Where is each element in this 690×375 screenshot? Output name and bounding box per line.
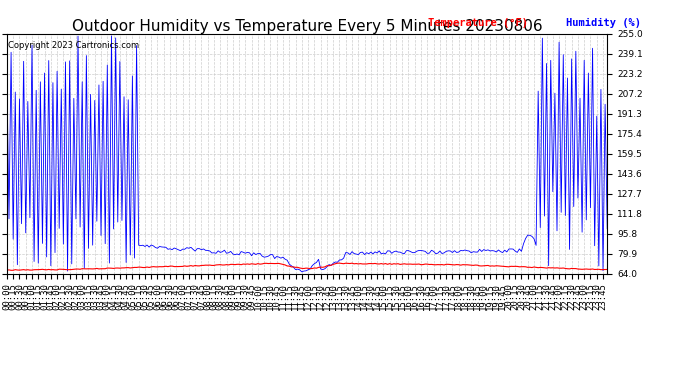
Title: Outdoor Humidity vs Temperature Every 5 Minutes 20230806: Outdoor Humidity vs Temperature Every 5 … [72,19,542,34]
Text: Temperature (°F): Temperature (°F) [428,18,528,28]
Text: Copyright 2023 Cartronics.com: Copyright 2023 Cartronics.com [8,41,139,50]
Text: Humidity (%): Humidity (%) [566,18,641,28]
